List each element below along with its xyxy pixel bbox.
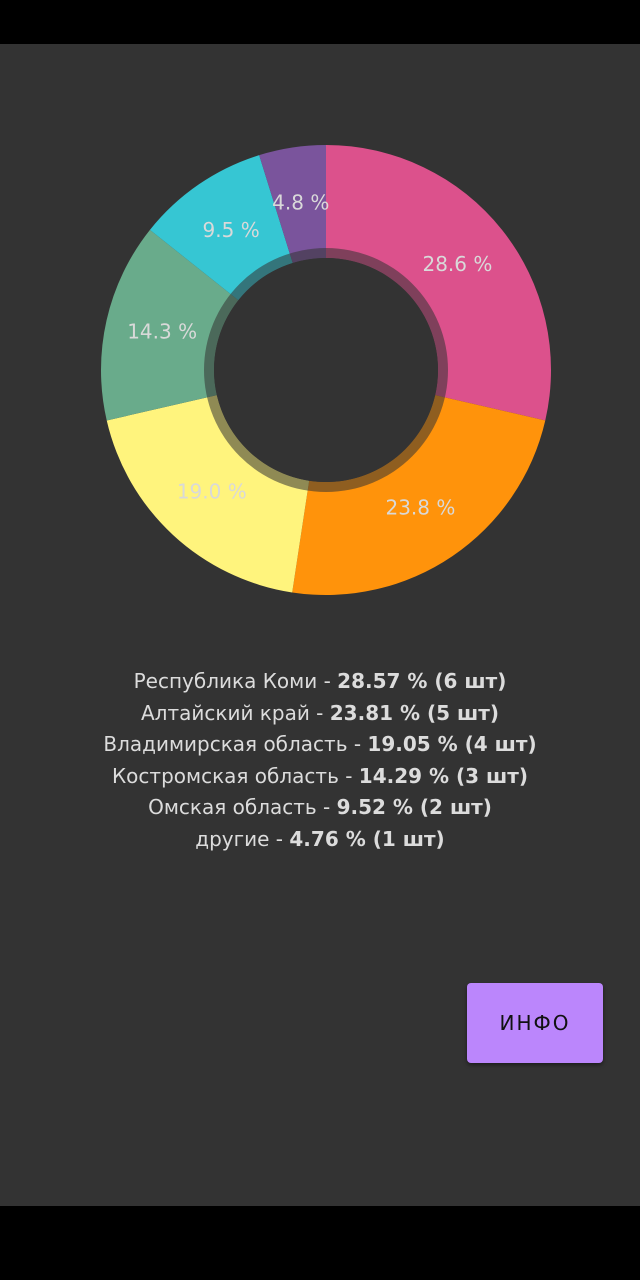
legend-item-stat: 9.52 % (2 шт) xyxy=(336,795,492,819)
legend: Республика Коми - 28.57 % (6 шт) Алтайск… xyxy=(0,666,640,855)
legend-item-stat: 19.05 % (4 шт) xyxy=(367,732,537,756)
slice-label: 14.3 % xyxy=(127,319,197,343)
slice-label: 4.8 % xyxy=(272,190,329,214)
pie-slice xyxy=(326,145,551,421)
legend-item: Алтайский край - 23.81 % (5 шт) xyxy=(0,698,640,730)
donut-chart: 28.6 % 23.8 % 19.0 % 14.3 % 9.5 % 4.8 % xyxy=(0,44,640,644)
legend-item-stat: 23.81 % (5 шт) xyxy=(329,700,499,725)
pie-slice xyxy=(149,155,293,301)
slice-label: 19.0 % xyxy=(177,480,247,504)
legend-item-name: Владимирская область - xyxy=(103,732,368,756)
donut-chart-svg: 28.6 % 23.8 % 19.0 % 14.3 % 9.5 % 4.8 % xyxy=(101,145,551,596)
pie-slice xyxy=(106,395,310,593)
pie-slice xyxy=(101,229,239,421)
legend-item-name: Республика Коми - xyxy=(133,669,338,693)
legend-item: Владимирская область - 19.05 % (4 шт) xyxy=(0,729,640,761)
legend-item-name: Алтайский край - xyxy=(141,700,330,725)
legend-item-name: Костромская область - xyxy=(111,763,359,788)
slice-label: 28.6 % xyxy=(422,252,492,276)
legend-item-name: другие - xyxy=(195,826,290,851)
legend-item-stat: 4.76 % (1 шт) xyxy=(289,826,445,851)
pie-slice xyxy=(259,145,326,264)
info-button[interactable]: ИНФО xyxy=(467,983,603,1063)
legend-item: другие - 4.76 % (1 шт) xyxy=(0,824,640,856)
legend-item-name: Омская область - xyxy=(148,795,337,819)
legend-item: Костромская область - 14.29 % (3 шт) xyxy=(0,761,640,793)
legend-item: Республика Коми - 28.57 % (6 шт) xyxy=(0,666,640,698)
slice-label: 23.8 % xyxy=(385,495,455,519)
legend-item-stat: 28.57 % (6 шт) xyxy=(337,669,507,693)
legend-item: Омская область - 9.52 % (2 шт) xyxy=(0,792,640,824)
navigation-bar xyxy=(0,1206,640,1280)
legend-item-stat: 14.29 % (3 шт) xyxy=(358,763,528,788)
pie-slice xyxy=(292,395,546,596)
slice-label: 9.5 % xyxy=(203,218,260,242)
status-bar xyxy=(0,0,640,44)
donut-hole xyxy=(214,258,438,482)
